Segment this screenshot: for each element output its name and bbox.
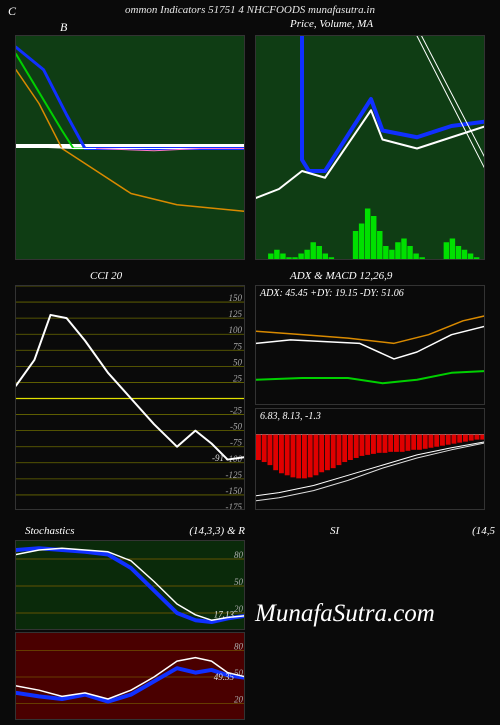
- svg-text:-50: -50: [230, 422, 242, 432]
- svg-text:80: 80: [234, 642, 244, 652]
- svg-text:125: 125: [229, 309, 243, 319]
- svg-text:-25: -25: [230, 406, 242, 416]
- cci-title: CCI 20: [90, 270, 122, 282]
- svg-text:80: 80: [234, 550, 244, 560]
- adx-values: ADX: 45.45 +DY: 19.15 -DY: 51.06: [260, 288, 404, 299]
- chart-top-left: [15, 35, 245, 260]
- adx-title: ADX & MACD 12,26,9: [290, 270, 392, 282]
- svg-text:17.13: 17.13: [214, 610, 235, 620]
- label-b: B: [60, 20, 67, 35]
- svg-text:-150: -150: [226, 486, 243, 496]
- chart-lower: 20508049.35: [15, 632, 245, 720]
- svg-text:-75: -75: [230, 438, 242, 448]
- svg-text:50: 50: [233, 357, 243, 367]
- svg-text:49.35: 49.35: [214, 672, 235, 682]
- chart-top-right: [255, 35, 485, 260]
- page-header: ommon Indicators 51751 4 NHCFOODS munafa…: [0, 4, 500, 16]
- svg-text:20: 20: [234, 604, 244, 614]
- svg-text:100: 100: [229, 325, 243, 335]
- svg-text:-91: -91: [212, 453, 224, 463]
- svg-text:25: 25: [233, 373, 243, 383]
- si-num: (14,5: [472, 525, 495, 537]
- svg-text:-175: -175: [226, 502, 243, 510]
- chart-macd: 6.83, 8.13, -1.3: [255, 408, 485, 510]
- svg-text:75: 75: [233, 341, 243, 351]
- stoch-left: Stochastics: [25, 525, 75, 537]
- chart-cci: -175-150-125-100-75-50-25255075100125150…: [15, 285, 245, 510]
- stoch-title: Stochastics (14,3,3) & R: [25, 525, 245, 537]
- svg-text:-125: -125: [226, 470, 243, 480]
- price-title: Price, Volume, MA: [290, 18, 373, 30]
- svg-text:50: 50: [234, 577, 244, 587]
- stoch-right: (14,3,3) & R: [189, 525, 245, 537]
- chart-adx: ADX: 45.45 +DY: 19.15 -DY: 51.06: [255, 285, 485, 405]
- watermark: MunafaSutra.com: [255, 600, 435, 628]
- svg-text:150: 150: [229, 293, 243, 303]
- macd-values: 6.83, 8.13, -1.3: [260, 411, 321, 422]
- svg-text:20: 20: [234, 694, 244, 704]
- chart-stoch: 20 50 80 17.13: [15, 540, 245, 630]
- si-label: SI: [330, 525, 339, 537]
- svg-text:175: 175: [229, 286, 243, 287]
